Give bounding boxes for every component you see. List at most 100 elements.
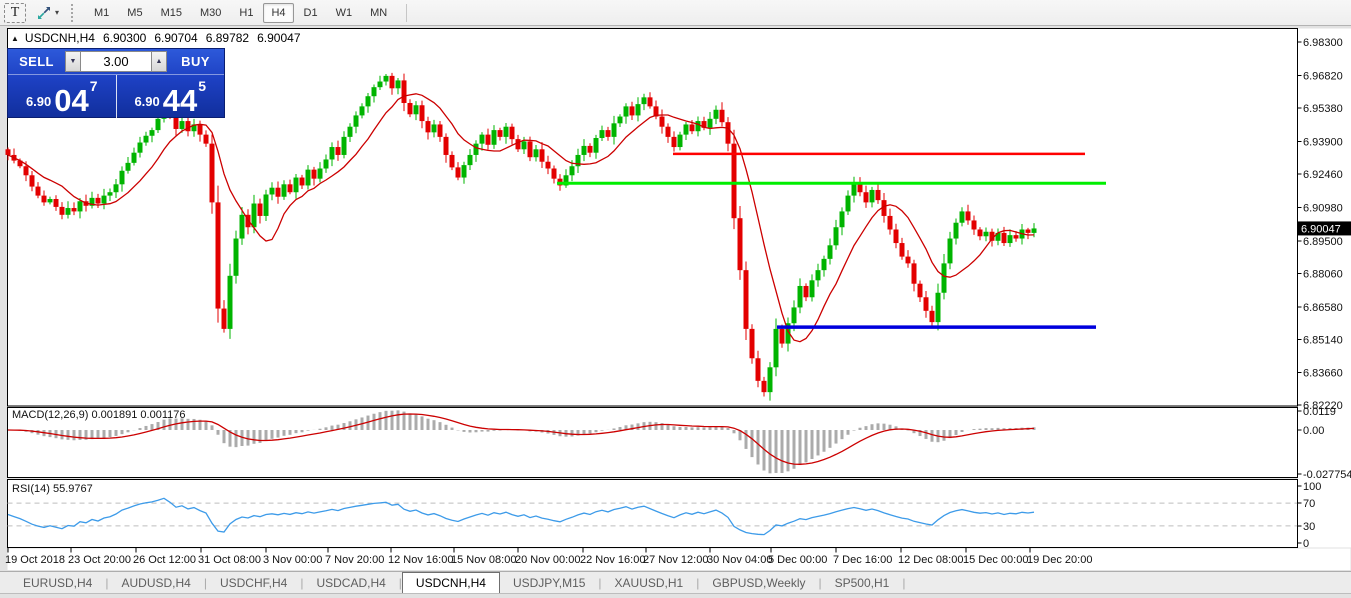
candle-body	[257, 203, 263, 216]
rsi-axis-label: 100	[1303, 481, 1321, 493]
arrow-style-tool[interactable]: ▾	[34, 3, 61, 23]
candle-body	[485, 134, 491, 145]
candle-body	[863, 192, 869, 203]
candle-body	[911, 263, 917, 284]
open-value: 6.90300	[102, 31, 147, 45]
macd-axis-label: 0.00	[1303, 425, 1324, 437]
candle-body	[233, 238, 239, 276]
volume-decrease-button[interactable]: ▼	[65, 51, 81, 72]
tab-sp500-h1[interactable]: SP500,H1	[834, 575, 890, 590]
timeframe-h1[interactable]: H1	[231, 3, 261, 23]
timeframe-m1[interactable]: M1	[86, 3, 117, 23]
candle-body	[929, 310, 935, 323]
time-axis-label: 12 Nov 16:00	[388, 554, 453, 566]
volume-input[interactable]: 3.00	[81, 51, 151, 72]
candle-body	[329, 147, 335, 160]
candle-body	[851, 183, 857, 196]
price-axis-label: 6.85140	[1303, 334, 1343, 346]
candle-body	[209, 143, 215, 203]
tab-usdchf-h4[interactable]: USDCHF,H4	[219, 575, 288, 590]
time-axis-label: 19 Dec 20:00	[1027, 554, 1092, 566]
candle-body	[449, 154, 455, 168]
tab-usdjpy-m15[interactable]: USDJPY,M15	[512, 575, 586, 590]
text-tool-button[interactable]: T	[4, 2, 26, 23]
timeframe-d1[interactable]: D1	[296, 3, 326, 23]
tab-separator: |	[902, 575, 906, 590]
candle-body	[71, 208, 77, 212]
timeframe-h4[interactable]: H4	[263, 2, 294, 23]
high-value: 6.90704	[154, 31, 198, 45]
candle-body	[713, 109, 719, 119]
dropdown-caret-icon[interactable]: ▾	[55, 8, 60, 17]
tab-separator: |	[696, 575, 700, 590]
candle-body	[125, 162, 131, 171]
candle-body	[497, 130, 503, 137]
one-click-trading-panel: SELL ▼ 3.00 ▲ BUY 6.90 04 7 6.90 44 5	[7, 48, 225, 118]
candle-body	[359, 106, 365, 116]
symbol-tab-bar: EURUSD,H4 | AUDUSD,H4 | USDCHF,H4 | USDCAD,H4 |…	[0, 571, 1351, 594]
candle-body	[41, 195, 47, 203]
candle-body	[35, 186, 41, 196]
buy-price-big: 44	[162, 82, 198, 118]
tab-eurusd-h4[interactable]: EURUSD,H4	[23, 575, 93, 590]
candle-body	[569, 166, 575, 176]
candle-body	[383, 75, 389, 82]
candle-body	[635, 104, 641, 116]
rsi-axis-label: 70	[1303, 498, 1315, 510]
candle-body	[737, 218, 743, 271]
candle-body	[725, 122, 731, 144]
candle-body	[785, 323, 791, 344]
candle-body	[833, 227, 839, 246]
candle-body	[683, 124, 689, 135]
timeframe-w1[interactable]: W1	[328, 3, 361, 23]
sell-button[interactable]: SELL	[19, 54, 54, 69]
candle-body	[29, 175, 35, 187]
buy-price-display[interactable]: 6.90 44 5	[117, 75, 225, 118]
tab-usdcad-h4[interactable]: USDCAD,H4	[316, 575, 386, 590]
tab-audusd-h4[interactable]: AUDUSD,H4	[121, 575, 191, 590]
volume-increase-button[interactable]: ▲	[151, 51, 167, 72]
candle-body	[917, 283, 923, 298]
collapse-triangle-icon[interactable]: ▲	[11, 33, 19, 43]
candle-body	[419, 105, 425, 122]
candle-body	[839, 211, 845, 228]
candle-body	[137, 142, 143, 153]
toolbar-grip[interactable]	[71, 3, 77, 22]
rsi-axis-label: 30	[1303, 521, 1315, 533]
candle-body	[311, 169, 317, 179]
candle-body	[149, 130, 155, 136]
chart-panel[interactable]	[7, 407, 1298, 478]
timeframe-m5[interactable]: M5	[119, 3, 150, 23]
candle-body	[719, 109, 725, 123]
candle-body	[605, 130, 611, 137]
tab-gbpusd-weekly[interactable]: GBPUSD,Weekly	[712, 575, 806, 590]
price-axis-label: 6.89500	[1303, 236, 1343, 248]
candle-body	[503, 126, 509, 137]
rsi-line	[7, 497, 1035, 536]
macd-axis-label: -0.0277540	[1303, 469, 1351, 481]
candle-body	[935, 292, 941, 323]
buy-button[interactable]: BUY	[181, 54, 210, 69]
candle-body	[521, 141, 527, 150]
candle-body	[239, 214, 245, 239]
time-axis-label: 23 Oct 20:00	[68, 554, 131, 566]
tab-usdcnh-h4[interactable]: USDCNH,H4	[401, 572, 500, 593]
sell-price-display[interactable]: 6.90 04 7	[8, 75, 116, 118]
candle-body	[341, 136, 347, 155]
candle-body	[473, 143, 479, 155]
tab-separator: |	[203, 575, 207, 590]
timeframe-m15[interactable]: M15	[153, 3, 190, 23]
candle-body	[23, 166, 29, 176]
chart-panel[interactable]	[7, 479, 1298, 548]
tab-xauusd-h1[interactable]: XAUUSD,H1	[614, 575, 684, 590]
price-axis-label: 6.93900	[1303, 136, 1343, 148]
timeframe-mn[interactable]: MN	[362, 3, 395, 23]
candle-body	[353, 115, 359, 127]
candle-body	[191, 124, 197, 132]
price-axis-label: 6.86580	[1303, 302, 1343, 314]
candle-body	[335, 147, 341, 155]
timeframe-m30[interactable]: M30	[192, 3, 229, 23]
candle-body	[371, 87, 377, 97]
candle-body	[59, 206, 65, 215]
